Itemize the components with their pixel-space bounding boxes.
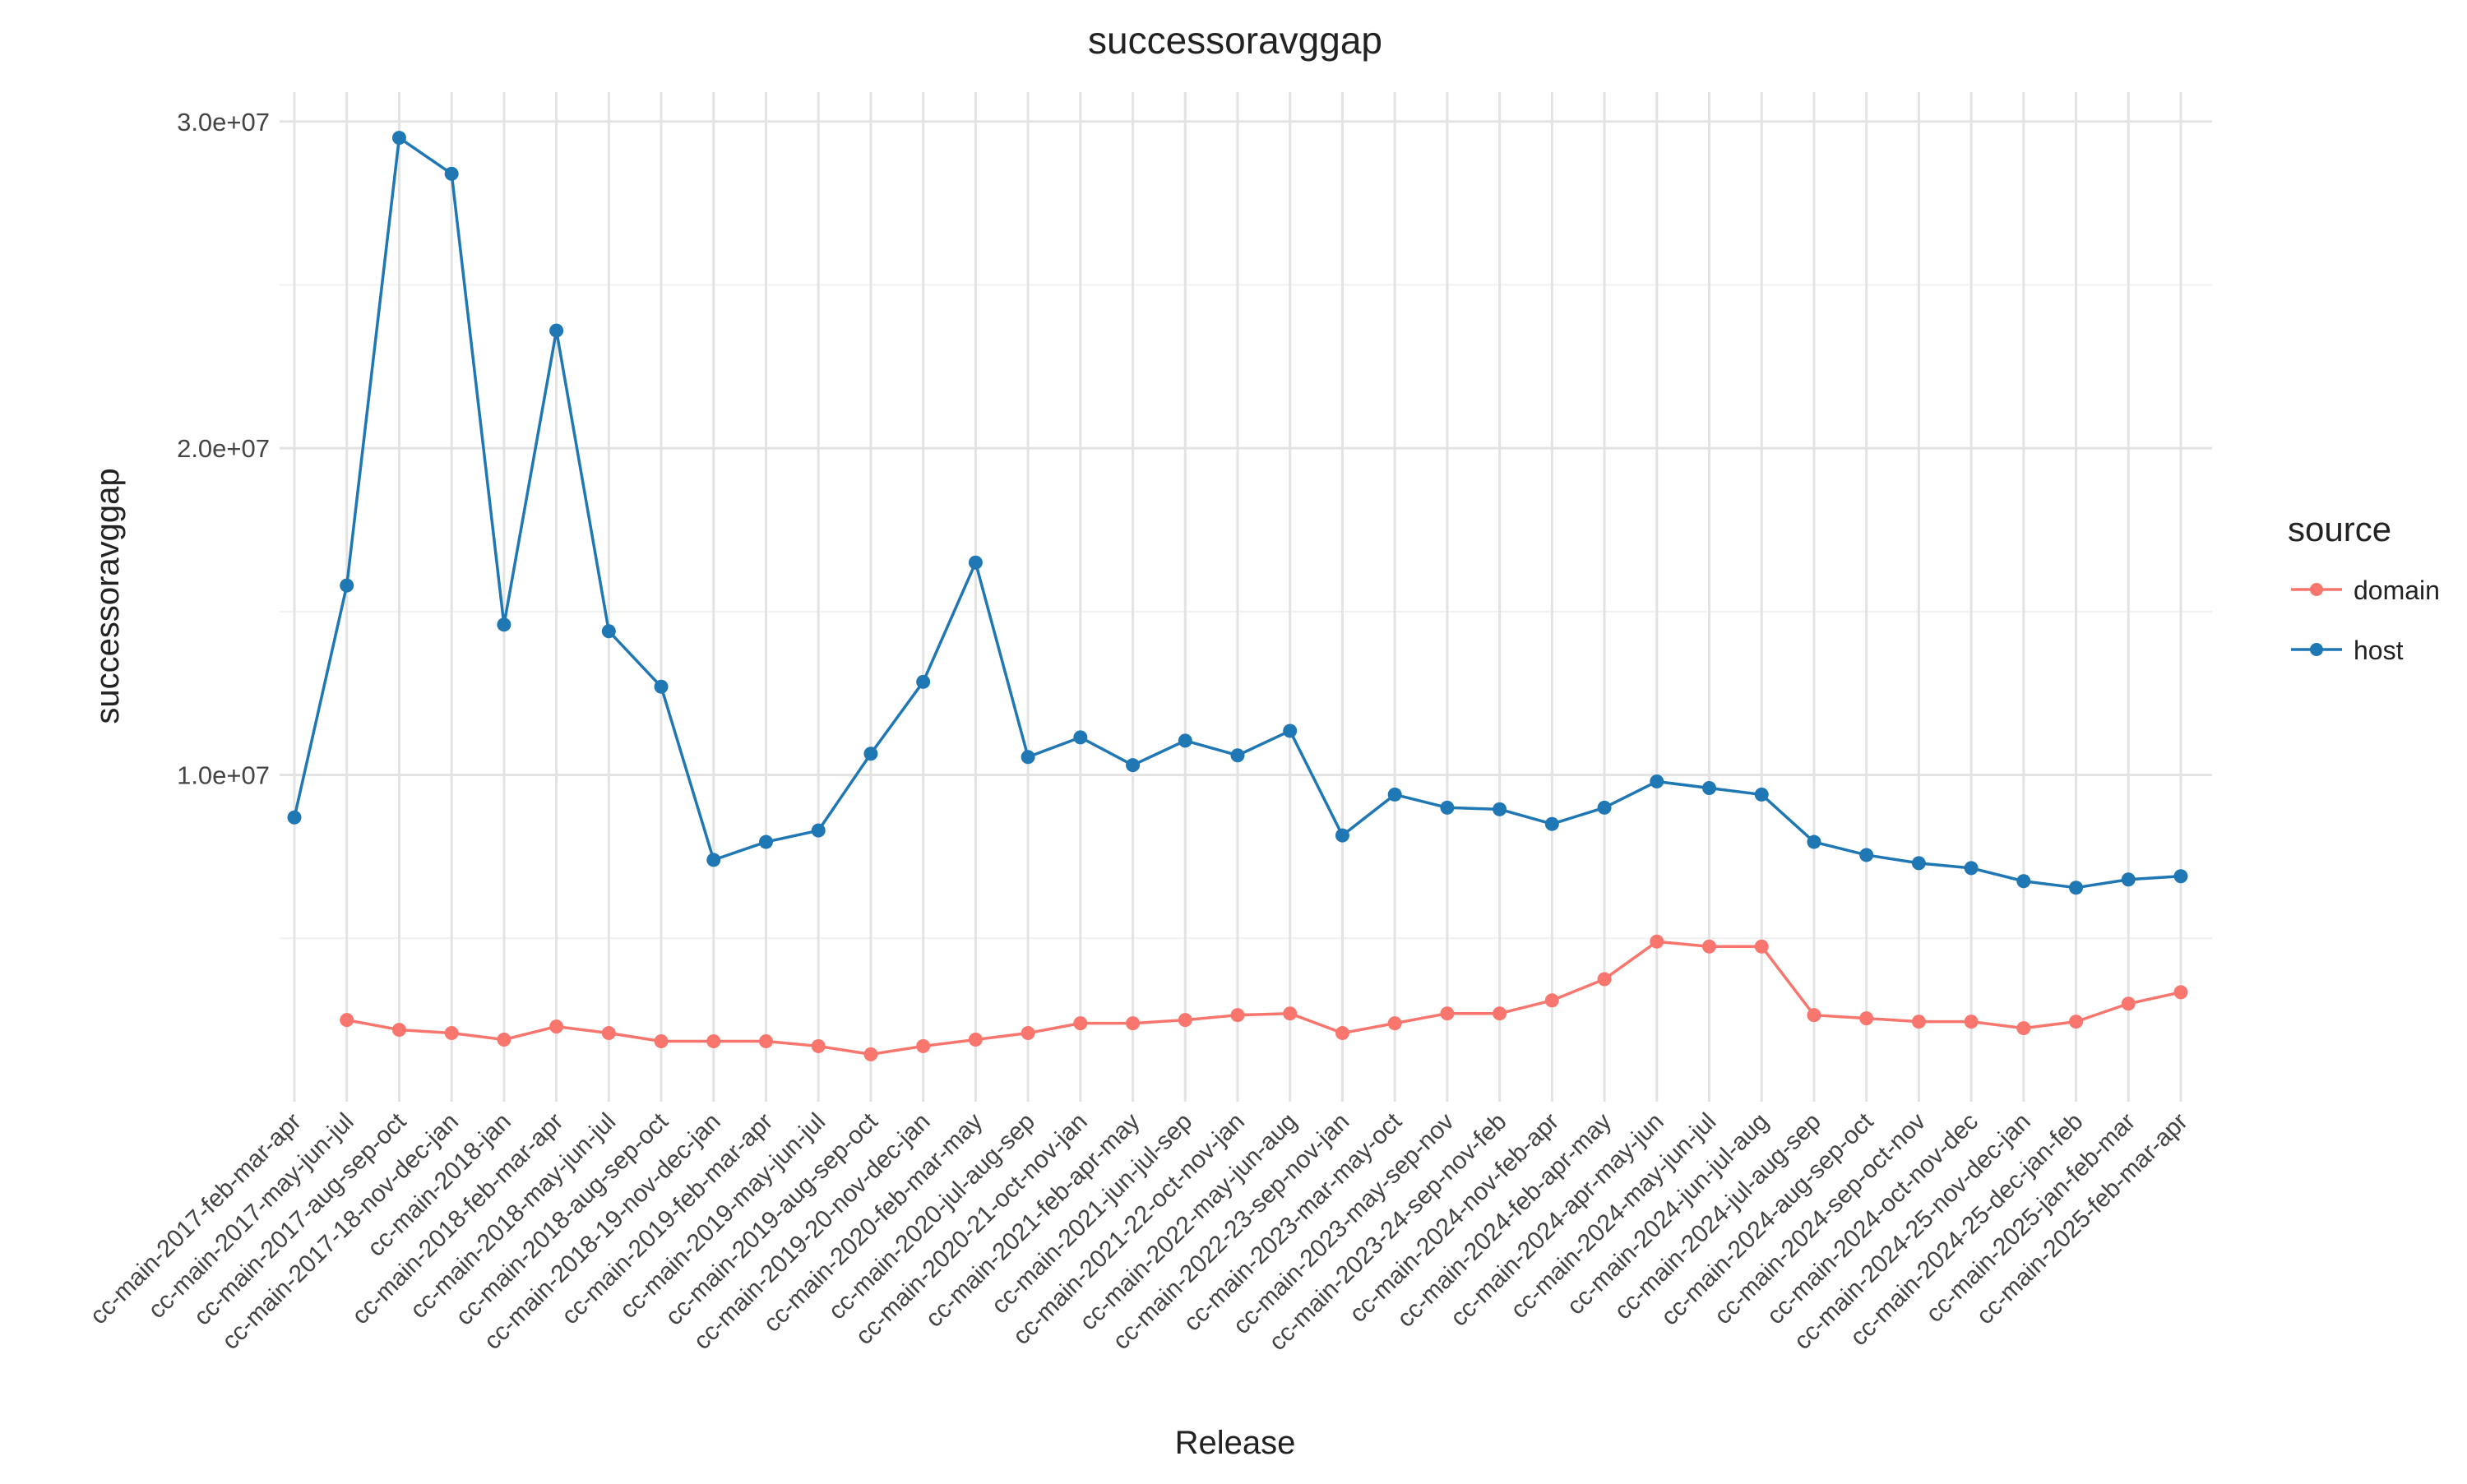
data-point-host [1964, 861, 1979, 876]
data-point-host [391, 131, 406, 146]
data-point-domain [1387, 1016, 1402, 1031]
y-tick-label: 3.0e+07 [177, 108, 270, 136]
data-point-domain [863, 1047, 878, 1061]
data-point-host [2173, 869, 2188, 884]
chart-title: successoravggap [1088, 19, 1382, 62]
data-point-host [916, 674, 931, 689]
data-point-host [1387, 787, 1402, 802]
data-point-host [1544, 816, 1559, 831]
legend-item-host: host [2291, 636, 2404, 665]
data-point-domain [654, 1033, 669, 1048]
y-tick-label: 1.0e+07 [177, 761, 270, 790]
data-point-domain [1859, 1011, 1874, 1026]
data-point-domain [1807, 1008, 1821, 1023]
data-point-host [1911, 856, 1926, 871]
data-point-host [1073, 730, 1088, 745]
data-point-host [1021, 750, 1035, 765]
data-point-host [1283, 724, 1298, 738]
data-point-domain [444, 1026, 459, 1041]
data-point-host [1493, 802, 1507, 816]
data-point-host [1440, 800, 1455, 815]
data-point-host [2121, 872, 2136, 887]
data-point-domain [811, 1038, 826, 1053]
data-point-domain [497, 1032, 511, 1047]
data-point-domain [2173, 985, 2188, 1000]
data-point-domain [391, 1023, 406, 1038]
data-point-domain [1544, 993, 1559, 1008]
data-point-domain [1964, 1015, 1979, 1029]
data-point-domain [1178, 1013, 1192, 1028]
data-point-domain [1702, 939, 1716, 954]
data-point-domain [2121, 996, 2136, 1011]
y-axis-title: successoravggap [90, 468, 126, 724]
data-point-domain [1754, 939, 1769, 954]
data-point-domain [1021, 1026, 1035, 1041]
grid [280, 92, 2212, 1102]
data-point-host [601, 624, 616, 639]
data-point-domain [2016, 1021, 2031, 1036]
data-point-host [1650, 774, 1664, 789]
data-point-host [2069, 881, 2084, 895]
data-point-host [1859, 848, 1874, 862]
data-point-domain [1440, 1006, 1455, 1021]
y-tick-label: 2.0e+07 [177, 434, 270, 463]
data-point-domain [1911, 1015, 1926, 1029]
data-point-domain [1230, 1008, 1245, 1023]
data-point-host [549, 323, 564, 338]
data-point-host [340, 578, 354, 593]
data-point-host [1807, 834, 1821, 849]
series-line-domain [346, 940, 2182, 1056]
data-point-domain [968, 1032, 983, 1047]
legend-label-host: host [2354, 636, 2404, 665]
legend-key-marker-host [2310, 643, 2323, 656]
data-point-host [968, 555, 983, 570]
data-point-domain [1283, 1006, 1298, 1021]
data-point-host [1702, 780, 1716, 795]
data-point-domain [706, 1033, 721, 1048]
legend: source domain host [2288, 510, 2440, 665]
data-point-host [759, 834, 773, 849]
x-axis-title: Release [1175, 1425, 1296, 1461]
legend-key-marker-domain [2310, 583, 2323, 596]
data-point-domain [340, 1013, 354, 1028]
data-point-host [1178, 733, 1192, 748]
data-point-host [654, 679, 669, 694]
data-point-host [706, 853, 721, 867]
data-point-domain [1126, 1016, 1141, 1031]
data-point-host [863, 747, 878, 761]
data-point-domain [549, 1019, 564, 1034]
data-point-domain [916, 1038, 931, 1053]
data-point-host [1335, 828, 1349, 843]
data-point-host [1126, 758, 1141, 773]
data-point-domain [2069, 1015, 2084, 1029]
data-point-host [1754, 787, 1769, 802]
data-point-domain [1335, 1026, 1349, 1041]
data-point-host [1230, 748, 1245, 763]
data-point-host [444, 166, 459, 181]
data-point-host [497, 617, 511, 632]
data-point-host [1597, 800, 1612, 815]
legend-title: source [2288, 510, 2391, 548]
legend-label-domain: domain [2354, 576, 2440, 605]
legend-item-domain: domain [2291, 576, 2440, 605]
series-layer [287, 131, 2188, 1061]
data-point-host [811, 823, 826, 838]
data-point-domain [1597, 972, 1612, 987]
data-point-host [2016, 874, 2031, 889]
data-point-domain [759, 1033, 773, 1048]
data-point-domain [1650, 934, 1664, 949]
data-point-domain [1493, 1006, 1507, 1021]
data-point-domain [1073, 1016, 1088, 1031]
data-point-domain [601, 1026, 616, 1041]
data-point-host [287, 810, 302, 825]
